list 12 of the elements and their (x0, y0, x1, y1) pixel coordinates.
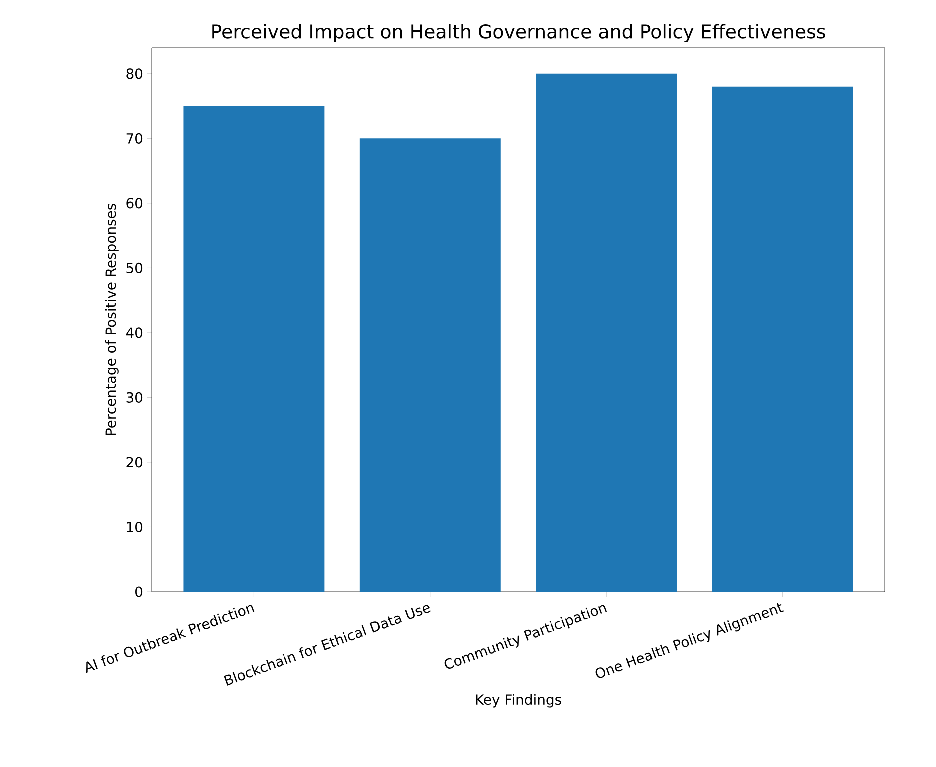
y-tick-label: 70 (126, 133, 143, 144)
y-tick-label: 80 (126, 68, 143, 80)
x-axis-title: Key Findings (476, 694, 562, 708)
y-tick-label: 30 (126, 392, 143, 403)
y-tick-label: 50 (126, 262, 143, 274)
y-tick-label: 60 (126, 198, 143, 209)
y-axis-title: Percentage of Positive Responses (105, 204, 119, 436)
y-tick-label: 20 (126, 457, 143, 468)
y-tick-label: 0 (136, 586, 143, 598)
chart-title: Perceived Impact on Health Governance and Policy Effectiveness (212, 24, 826, 42)
y-tick-label: 10 (127, 522, 143, 533)
y-tick-label: 40 (126, 328, 143, 338)
